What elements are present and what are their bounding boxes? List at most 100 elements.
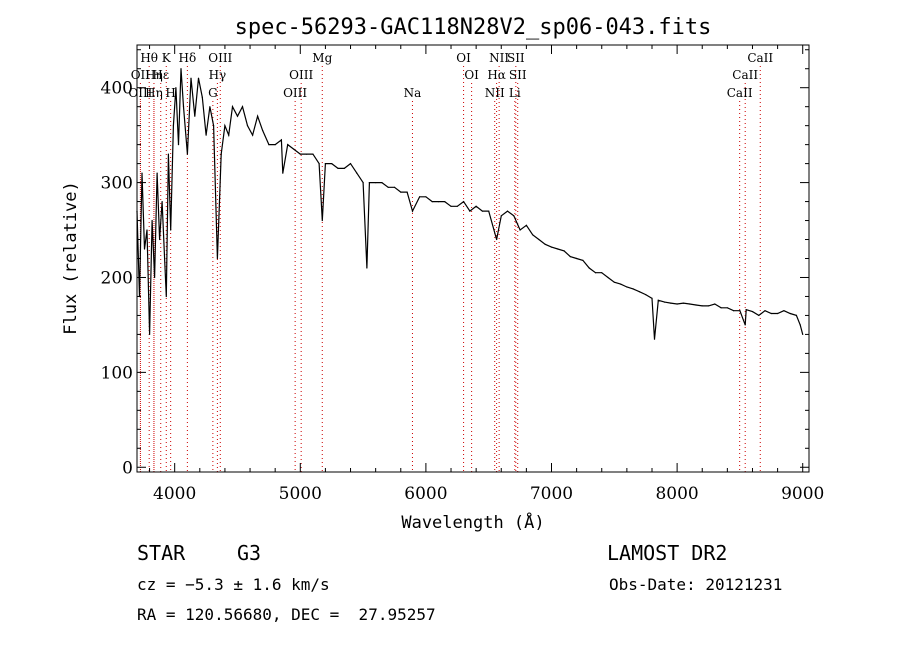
spectrum-point xyxy=(194,115,196,117)
spectrum-point xyxy=(538,238,540,241)
spectrum-point xyxy=(745,309,747,311)
spectrum-point xyxy=(228,134,230,136)
spectrum-point xyxy=(318,163,320,165)
spectrum-point xyxy=(770,312,772,315)
x-tick-label: 6000 xyxy=(404,484,447,504)
line-marker-label: Hη xyxy=(145,68,163,82)
line-marker-label: CaII xyxy=(747,51,773,65)
spectrum-point xyxy=(519,229,521,231)
spectrum-point xyxy=(165,295,167,298)
spectrum-point xyxy=(676,303,678,305)
spectrum-point xyxy=(236,115,239,117)
spectrum-point xyxy=(632,288,634,290)
line-marker-label: Hα xyxy=(487,68,506,82)
line-marker-label: NII xyxy=(489,51,509,65)
spectrum-point xyxy=(177,144,180,146)
line-marker-label: Hθ xyxy=(140,51,158,65)
x-tick-label: 4000 xyxy=(153,484,196,504)
line-marker-label: Hγ xyxy=(209,68,227,82)
spectrum-point xyxy=(186,153,188,155)
spectrum-point xyxy=(664,301,666,303)
spectrum-point xyxy=(758,314,760,316)
x-tick-label: 7000 xyxy=(530,484,573,504)
line-marker-label: G xyxy=(208,86,218,100)
spectrum-point xyxy=(469,210,471,212)
spectrum-point xyxy=(182,106,185,108)
spectrum-point xyxy=(180,68,182,70)
spectrum-point xyxy=(626,286,628,288)
spectrum-point xyxy=(550,246,553,248)
spectrum-point xyxy=(450,205,452,207)
spectrum-point xyxy=(331,163,333,165)
spectrum-point xyxy=(205,134,207,136)
spectrum-point xyxy=(209,106,211,108)
spectrum-point xyxy=(141,172,143,174)
spectrum-point xyxy=(682,302,685,304)
spectrum-point xyxy=(170,229,172,231)
spectrum-point xyxy=(400,191,402,193)
spectrum-point xyxy=(143,248,146,250)
spectrum-point xyxy=(707,305,710,307)
spectrum-point xyxy=(500,215,502,217)
line-marker-label: SII xyxy=(507,51,525,65)
spectrum-point xyxy=(156,172,158,174)
spectrum-point xyxy=(463,201,465,203)
spectrum-point xyxy=(475,205,477,207)
spectrum-point xyxy=(620,283,622,285)
spectrum-point xyxy=(588,267,590,269)
spectrum-point xyxy=(280,139,282,141)
line-marker-label: Li xyxy=(509,86,521,100)
line-marker-label: Na xyxy=(404,86,422,100)
spectrum-point xyxy=(146,229,148,231)
spectrum-point xyxy=(172,125,174,127)
spectrum-point xyxy=(201,96,203,98)
spectrum-point xyxy=(777,312,779,315)
spectrum-point xyxy=(638,291,641,293)
spectrum-point xyxy=(299,153,301,155)
spectrum-point xyxy=(425,196,427,198)
spectrum-point xyxy=(594,272,597,274)
line-marker-label: NII xyxy=(485,86,505,100)
spectrum-point xyxy=(159,238,161,241)
spectrum-point xyxy=(456,205,458,207)
y-tick-label: 300 xyxy=(101,174,133,194)
spectrum-point xyxy=(312,153,314,155)
spectrum-point xyxy=(154,276,156,279)
spectrum-point xyxy=(287,144,289,146)
spectrum-point xyxy=(411,210,414,212)
spectrum-point xyxy=(282,172,284,174)
line-marker-label: OIII xyxy=(128,86,152,100)
spectrum-point xyxy=(481,210,483,212)
spectrum-point xyxy=(783,310,785,312)
spectrum-point xyxy=(557,248,559,250)
line-marker-label: OII xyxy=(131,68,151,82)
object-subclass: G3 xyxy=(237,541,262,565)
spectrum-point xyxy=(488,210,490,212)
spectrum-point xyxy=(343,167,345,169)
spectrum-point xyxy=(216,257,218,260)
redshift-cz: cz = −5.3 ± 1.6 km/s xyxy=(137,575,330,594)
spectrum-point xyxy=(437,201,440,203)
spectrum-point xyxy=(645,294,647,296)
spectrum-point xyxy=(231,106,234,108)
spectrum-point xyxy=(362,182,364,184)
spectrum-point xyxy=(726,307,729,309)
plot-frame xyxy=(136,44,810,473)
spectrum-point xyxy=(720,307,722,309)
x-axis-label: Wavelength (Å) xyxy=(401,511,544,533)
spectrum-point xyxy=(701,305,703,307)
spectrum-point xyxy=(582,259,584,261)
spectrum-point xyxy=(190,77,192,79)
spectrum-point xyxy=(799,324,801,326)
spectrum-point xyxy=(444,201,446,203)
spectrum-point xyxy=(175,87,177,89)
spectrum-point xyxy=(695,304,697,306)
spectrum-point xyxy=(274,144,276,146)
spectrum-point xyxy=(789,312,791,315)
spectrum-point xyxy=(431,201,433,203)
spectrum-point xyxy=(167,153,169,155)
line-marker-label: Hδ xyxy=(179,51,197,65)
line-marker-label: OIII xyxy=(208,51,232,65)
